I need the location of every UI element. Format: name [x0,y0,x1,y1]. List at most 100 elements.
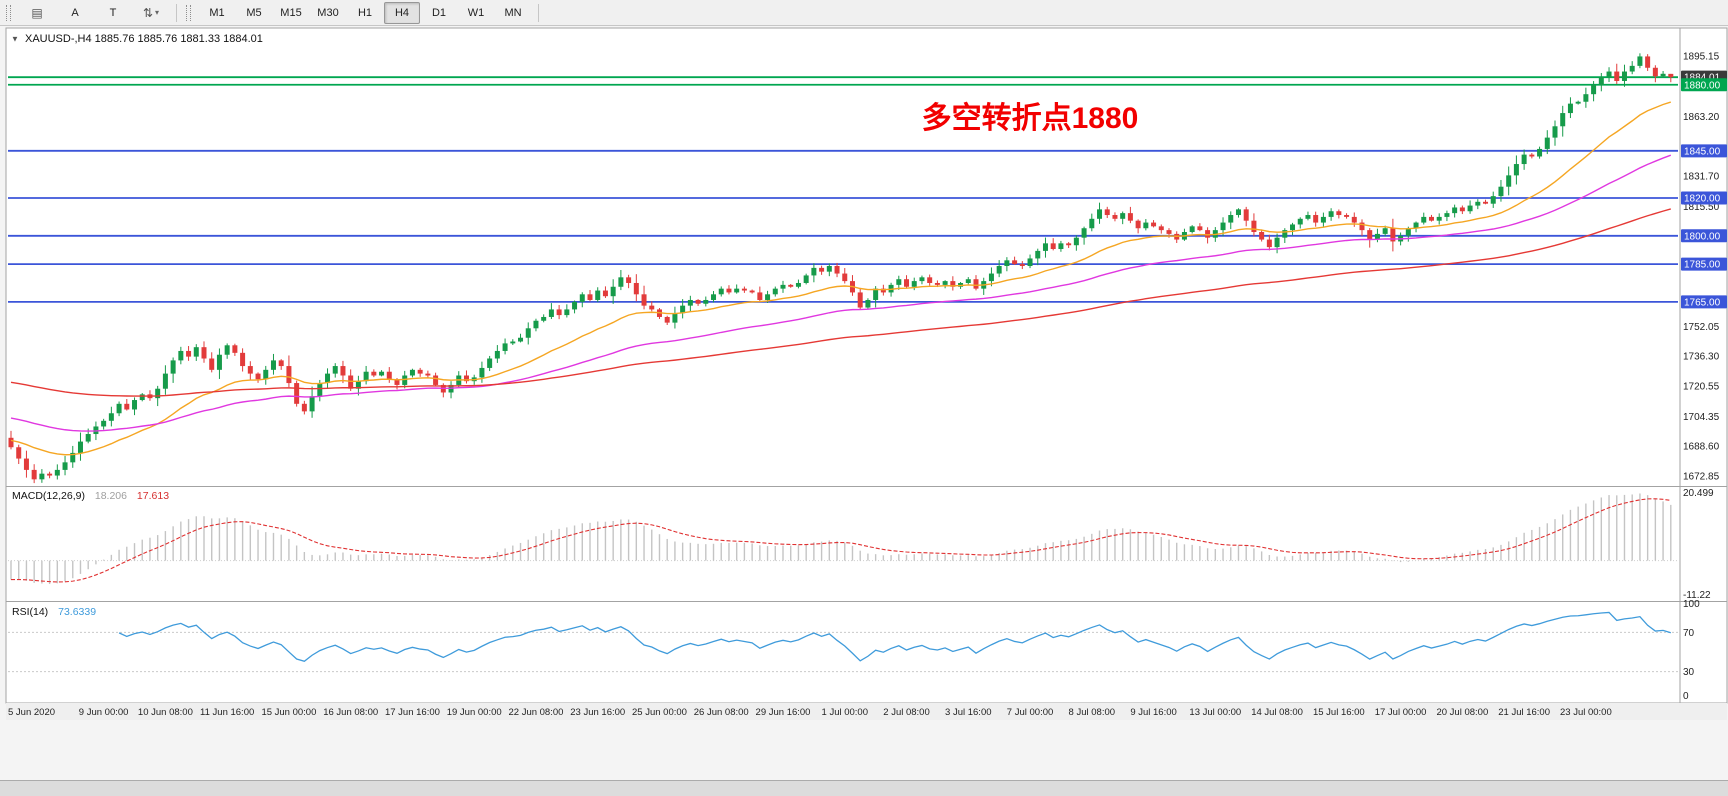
text-t-button[interactable]: T [95,2,131,24]
svg-text:26 Jun 08:00: 26 Jun 08:00 [694,707,749,718]
svg-text:11 Jun 16:00: 11 Jun 16:00 [200,707,254,718]
svg-text:1880.00: 1880.00 [1684,80,1721,91]
chart-frame [5,27,1728,704]
svg-text:1704.35: 1704.35 [1683,412,1720,423]
timeframe-button-mn[interactable]: MN [504,6,522,19]
up-down-arrows-icon: ⇅ [142,5,154,20]
svg-text:5 Jun 2020: 5 Jun 2020 [8,707,55,718]
rsi-axis-labels: 100 70 30 0 [1683,599,1700,702]
macd-name: MACD(12,26,9) [12,490,85,502]
svg-text:25 Jun 00:00: 25 Jun 00:00 [632,707,687,718]
svg-text:15 Jun 00:00: 15 Jun 00:00 [261,707,316,718]
svg-text:17 Jul 00:00: 17 Jul 00:00 [1375,707,1427,718]
svg-text:1672.85: 1672.85 [1683,471,1720,482]
svg-text:3 Jul 16:00: 3 Jul 16:00 [945,707,991,718]
price-axis-labels: 1895.15 1863.20 1831.70 1815.50 1752.05 1736.… [1683,52,1720,483]
timeframe-toolbar-grip[interactable] [186,4,191,21]
status-bar [0,780,1728,796]
toolbar-separator-2 [538,3,539,22]
svg-text:1831.70: 1831.70 [1683,171,1720,182]
rsi-line [118,611,1671,663]
toolbar-separator [176,3,177,22]
chart-plot-area[interactable] [8,29,1678,485]
macd-label: MACD(12,26,9) 18.206 17.613 [12,490,169,502]
svg-text:1800.00: 1800.00 [1684,231,1721,242]
svg-text:13 Jul 00:00: 13 Jul 00:00 [1189,707,1241,718]
svg-text:9 Jun 00:00: 9 Jun 00:00 [79,707,129,718]
timeframe-button-m15[interactable]: M15 [280,6,302,19]
svg-text:30: 30 [1683,667,1695,678]
svg-text:15 Jul 16:00: 15 Jul 16:00 [1313,707,1365,718]
svg-text:1845.00: 1845.00 [1684,146,1721,157]
svg-text:1884.01: 1884.01 [1684,73,1721,84]
chart-area: 1895.15 1863.20 1831.70 1815.50 1752.05 1736.… [5,27,1728,720]
svg-text:1815.50: 1815.50 [1683,202,1720,213]
macd-main-value: 18.206 [95,490,127,502]
rsi-value: 73.6339 [58,606,96,618]
chart-annotation-text[interactable]: 多空转折点1880 [922,102,1139,135]
svg-text:19 Jun 00:00: 19 Jun 00:00 [447,707,502,718]
svg-text:1785.00: 1785.00 [1684,260,1721,271]
toolbar-grip[interactable] [6,4,11,21]
quote-line: XAUUSD-,H4 1885.76 1885.76 1881.33 1884.… [25,33,263,45]
macd-histogram [10,493,1672,585]
timeframe-button-h4[interactable]: H4 [384,1,420,24]
svg-text:29 Jun 16:00: 29 Jun 16:00 [756,707,811,718]
svg-text:9 Jul 16:00: 9 Jul 16:00 [1130,707,1176,718]
svg-text:16 Jun 08:00: 16 Jun 08:00 [323,707,378,718]
svg-text:1765.00: 1765.00 [1684,297,1721,308]
time-axis-strip[interactable] [6,703,1727,720]
svg-text:2 Jul 08:00: 2 Jul 08:00 [883,707,929,718]
svg-text:1895.15: 1895.15 [1683,52,1720,63]
svg-text:1 Jul 00:00: 1 Jul 00:00 [822,707,868,718]
candlestick-series [8,53,1674,484]
scale-dropdown-button[interactable]: ⇅ ▾ [133,2,169,24]
chevron-down-icon: ▾ [155,8,160,17]
moving-averages [10,101,1672,456]
timeframe-button-m5[interactable]: M5 [246,6,262,19]
svg-text:20 Jul 08:00: 20 Jul 08:00 [1436,707,1488,718]
svg-text:21 Jul 16:00: 21 Jul 16:00 [1498,707,1550,718]
svg-text:1688.60: 1688.60 [1683,442,1720,453]
timeframe-button-w1[interactable]: W1 [467,6,485,19]
svg-text:100: 100 [1683,599,1700,610]
svg-text:22 Jun 08:00: 22 Jun 08:00 [508,707,563,718]
svg-text:1720.55: 1720.55 [1683,381,1720,392]
svg-text:1736.30: 1736.30 [1683,352,1720,363]
svg-text:70: 70 [1683,628,1695,639]
text-a-label: A [71,6,79,19]
macd-axis-min: -11.22 [1683,590,1711,601]
timeframe-group: M1 M5 M15 M30 H1 H4 D1 W1 MN [199,1,531,24]
svg-text:8 Jul 08:00: 8 Jul 08:00 [1069,707,1115,718]
svg-text:10 Jun 08:00: 10 Jun 08:00 [138,707,193,718]
timeframe-button-d1[interactable]: D1 [431,6,447,19]
rsi-panel-plot[interactable] [8,611,1678,673]
svg-text:7 Jul 00:00: 7 Jul 00:00 [1007,707,1053,718]
chart-list-icon: ▤ [31,5,43,20]
toolbar: ▤ A T ⇅ ▾ M1 M5 M15 M30 H1 H4 D1 W1 MN [0,0,1728,26]
ma-fast-line [10,101,1672,456]
macd-signal-value: 17.613 [137,490,169,502]
macd-axis-max: 20.499 [1683,488,1714,499]
time-axis-labels: 5 Jun 2020 9 Jun 00:00 10 Jun 08:00 11 Jun … [8,707,1612,718]
macd-signal-line [10,498,1671,583]
svg-text:17 Jun 16:00: 17 Jun 16:00 [385,707,440,718]
text-a-button[interactable]: A [57,2,93,24]
svg-text:1820.00: 1820.00 [1684,194,1721,205]
rsi-label: RSI(14) 73.6339 [12,606,96,618]
chart-list-button[interactable]: ▤ [19,2,55,24]
window-filler [0,720,1728,780]
quote-symbol-dropdown-icon[interactable]: ▼ [11,35,19,44]
rsi-name: RSI(14) [12,606,48,618]
svg-text:23 Jul 00:00: 23 Jul 00:00 [1560,707,1612,718]
timeframe-button-m1[interactable]: M1 [209,6,225,19]
timeframe-button-m30[interactable]: M30 [317,6,339,19]
ma-medium-line [10,154,1672,432]
ma-slow-line [10,208,1671,397]
svg-text:1863.20: 1863.20 [1683,112,1720,123]
svg-text:1752.05: 1752.05 [1683,322,1720,333]
price-tags: 1884.011880.00 1845.00 1820.00 1800.00 1785.… [1681,70,1727,309]
timeframe-button-h1[interactable]: H1 [357,6,373,19]
price-axis[interactable] [1681,29,1727,702]
